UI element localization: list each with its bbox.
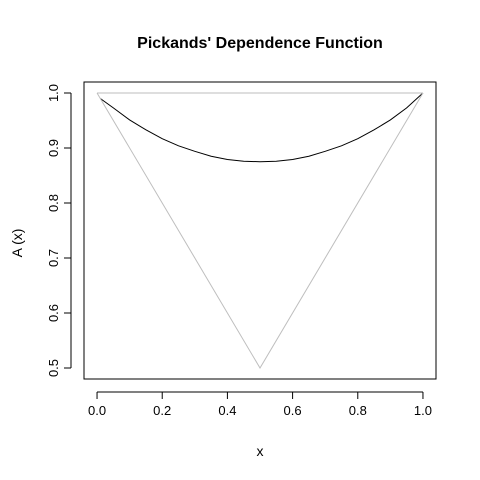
- y-tick-label: 1.0: [46, 84, 61, 102]
- x-tick-label: 0.4: [218, 403, 236, 418]
- chart-title: Pickands' Dependence Function: [137, 35, 383, 52]
- x-axis-label: x: [257, 443, 264, 459]
- series-layer: [96, 92, 424, 369]
- y-axis: 0.5 0.6 0.7 0.8 0.9 1.0: [46, 84, 72, 377]
- x-tick-label: 0.8: [349, 403, 367, 418]
- y-tick-label: 0.6: [46, 304, 61, 322]
- dependence-curve-line: [100, 92, 424, 163]
- y-tick-label: 0.8: [46, 194, 61, 212]
- y-axis-label: A (x): [9, 229, 25, 258]
- x-tick-label: 1.0: [414, 403, 432, 418]
- x-tick-label: 0.0: [88, 403, 106, 418]
- plot-frame: [83, 81, 437, 380]
- y-tick-label: 0.9: [46, 139, 61, 157]
- x-axis: 0.0 0.2 0.4 0.6 0.8 1.0: [88, 391, 432, 418]
- x-tick-label: 0.2: [153, 403, 171, 418]
- lower-bound-line: [96, 92, 424, 369]
- y-tick-label: 0.7: [46, 249, 61, 267]
- x-tick-label: 0.6: [284, 403, 302, 418]
- y-tick-label: 0.5: [46, 359, 61, 377]
